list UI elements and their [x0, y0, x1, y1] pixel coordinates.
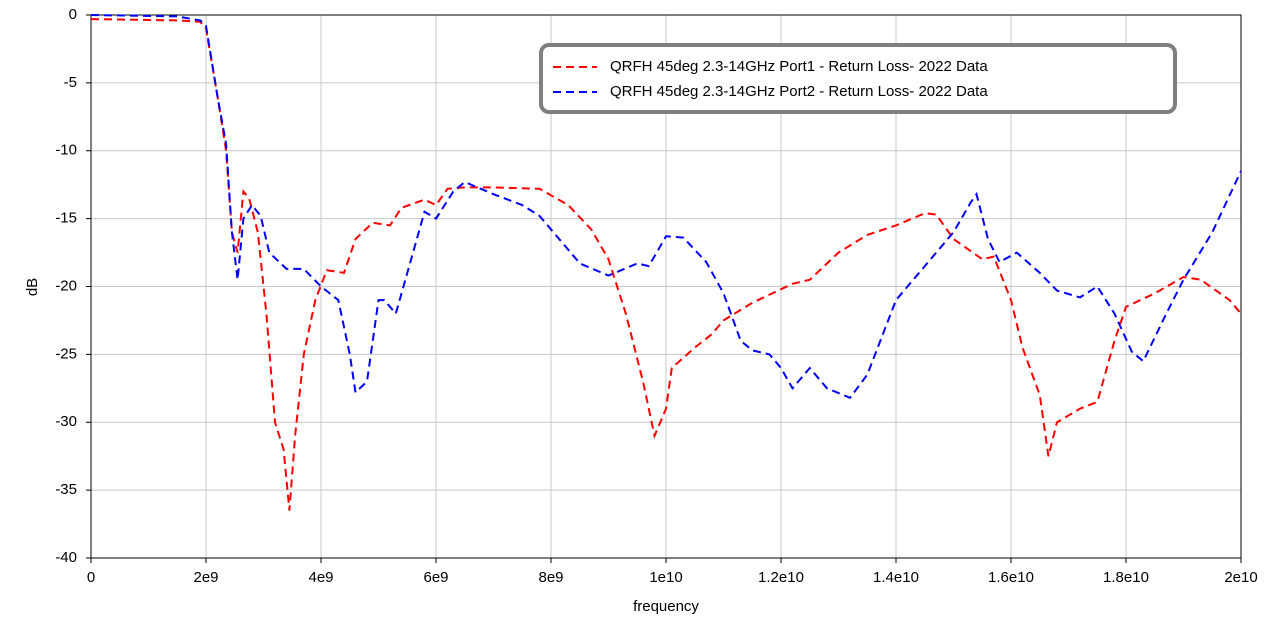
x-tick-label: 1.8e10 — [1103, 569, 1149, 586]
legend-label: QRFH 45deg 2.3-14GHz Port1 - Return Loss… — [610, 58, 988, 75]
x-tick-label: 1.6e10 — [988, 569, 1034, 586]
x-tick-label: 1.2e10 — [758, 569, 804, 586]
x-tick-label: 1e10 — [649, 569, 682, 586]
y-tick-label: -40 — [55, 549, 77, 566]
y-tick-label: -35 — [55, 481, 77, 498]
x-tick-label: 2e9 — [193, 569, 218, 586]
y-tick-label: -20 — [55, 277, 77, 294]
x-tick-label: 1.4e10 — [873, 569, 919, 586]
x-tick-label: 6e9 — [423, 569, 448, 586]
legend-box — [539, 43, 1177, 114]
legend-label: QRFH 45deg 2.3-14GHz Port2 - Return Loss… — [610, 83, 988, 100]
x-tick-label: 0 — [87, 569, 95, 586]
plot-frame — [90, 14, 1242, 559]
x-tick-label: 8e9 — [538, 569, 563, 586]
y-tick-label: -5 — [64, 74, 77, 91]
y-tick-label: -10 — [55, 142, 77, 159]
y-tick-label: -30 — [55, 413, 77, 430]
y-tick-label: -15 — [55, 210, 77, 227]
x-tick-label: 2e10 — [1224, 569, 1257, 586]
y-axis-label: dB — [24, 278, 41, 296]
data-line — [90, 14, 1242, 400]
data-line — [90, 18, 1242, 511]
x-axis-label: frequency — [633, 598, 699, 615]
y-tick-label: 0 — [69, 6, 77, 23]
x-tick-label: 4e9 — [308, 569, 333, 586]
y-tick-label: -25 — [55, 345, 77, 362]
